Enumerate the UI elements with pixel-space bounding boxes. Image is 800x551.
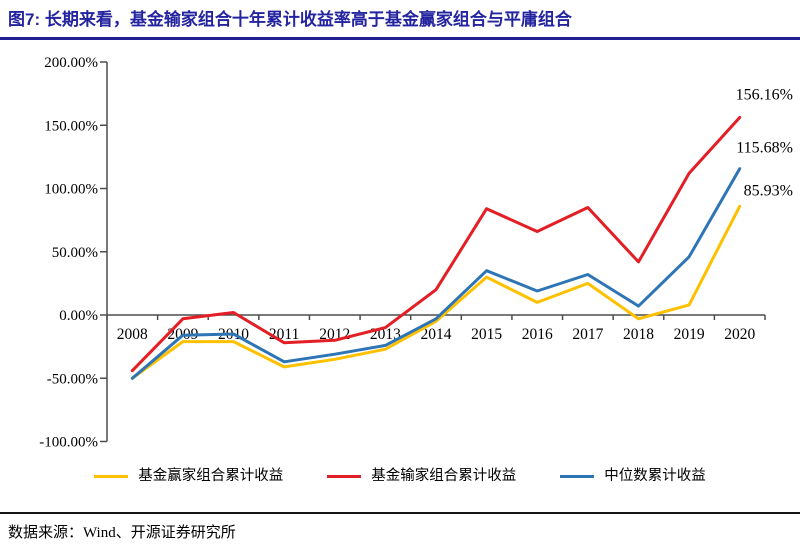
legend-item-median: 中位数累计收益 <box>560 466 706 486</box>
y-tick-label: 100.00% <box>44 182 98 198</box>
series-line-median <box>130 167 742 380</box>
legend-item-winner: 基金赢家组合累计收益 <box>94 466 283 486</box>
bottom-divider <box>0 512 800 514</box>
y-tick-label: 150.00% <box>44 118 98 134</box>
x-tick-label: 2016 <box>522 326 553 343</box>
y-tick-label: 0.00% <box>59 308 98 324</box>
x-tick-label: 2018 <box>623 326 654 343</box>
y-tick-label: -100.00% <box>39 435 98 451</box>
x-tick-label: 2014 <box>421 326 452 343</box>
x-tick-label: 2015 <box>471 326 502 343</box>
legend-line-swatch-winner <box>94 474 129 478</box>
chart-legend: 基金赢家组合累计收益 基金输家组合累计收益 中位数累计收益 <box>0 466 800 486</box>
legend-line-swatch-loser <box>327 474 362 478</box>
legend-label-winner: 基金赢家组合累计收益 <box>138 468 284 484</box>
series-end-label-median: 115.68% <box>736 140 793 157</box>
legend-line-swatch-median <box>560 474 595 478</box>
series-end-label-loser: 156.16% <box>736 86 793 103</box>
legend-label-median: 中位数累计收益 <box>604 468 706 484</box>
x-tick-label: 2019 <box>674 326 705 343</box>
series-line-winner <box>130 204 742 380</box>
legend-item-loser: 基金输家组合累计收益 <box>327 466 516 486</box>
title-underline <box>0 37 800 40</box>
x-tick-label: 2017 <box>572 326 603 343</box>
y-tick-label: 200.00% <box>44 55 98 71</box>
x-tick-label: 2008 <box>117 326 148 343</box>
series-end-label-winner: 85.93% <box>744 182 793 199</box>
legend-label-loser: 基金输家组合累计收益 <box>371 468 517 484</box>
y-tick-label: 50.00% <box>52 245 98 261</box>
data-source-note: 数据来源：Wind、开源证券研究所 <box>8 525 236 541</box>
series-line-loser <box>130 116 742 373</box>
cumulative-return-line-chart: 200.00% 150.00% 100.00% 50.00% 0.00% -50.00% -… <box>39 55 793 451</box>
x-tick-label: 2020 <box>724 326 755 343</box>
x-tick-label: 2011 <box>269 326 299 343</box>
y-tick-label: -50.00% <box>47 371 98 387</box>
figure-title: 图7: 长期来看，基金输家组合十年累计收益率高于基金赢家组合与平庸组合 <box>8 10 572 29</box>
